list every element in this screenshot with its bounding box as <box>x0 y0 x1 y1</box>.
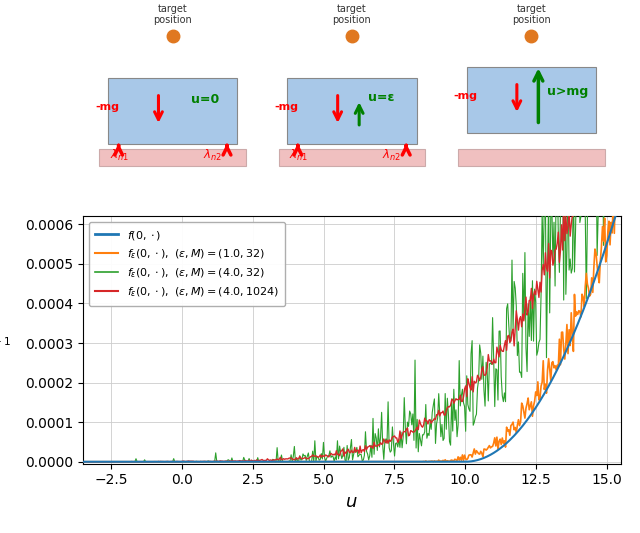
Text: $\lambda_{n2}$: $\lambda_{n2}$ <box>204 148 222 163</box>
Legend: $f(0, \cdot)$, $f_\varepsilon(0, \cdot),\ (\varepsilon, M) = (1.0, 32)$, $f_\var: $f(0, \cdot)$, $f_\varepsilon(0, \cdot),… <box>89 222 285 306</box>
Text: u=ε: u=ε <box>368 91 394 104</box>
Text: $\lambda_{n1}$: $\lambda_{n1}$ <box>289 148 308 163</box>
Text: $\lambda_{n2}$: $\lambda_{n2}$ <box>383 148 401 163</box>
Bar <box>287 78 417 144</box>
Bar <box>278 149 426 166</box>
Text: u=0: u=0 <box>191 93 219 107</box>
X-axis label: u: u <box>346 493 358 511</box>
Bar <box>467 67 596 133</box>
Text: target
position: target position <box>154 4 192 25</box>
Bar <box>108 78 237 144</box>
Y-axis label: $x_{t+1}$: $x_{t+1}$ <box>0 332 12 348</box>
Text: u>mg: u>mg <box>547 85 589 99</box>
Bar <box>99 149 246 166</box>
Text: -mg: -mg <box>274 102 298 112</box>
Text: target
position: target position <box>512 4 550 25</box>
Text: $\lambda_{n1}$: $\lambda_{n1}$ <box>110 148 129 163</box>
Text: -mg: -mg <box>453 92 477 101</box>
Text: -mg: -mg <box>95 102 119 112</box>
Bar <box>458 149 605 166</box>
Text: target
position: target position <box>333 4 371 25</box>
